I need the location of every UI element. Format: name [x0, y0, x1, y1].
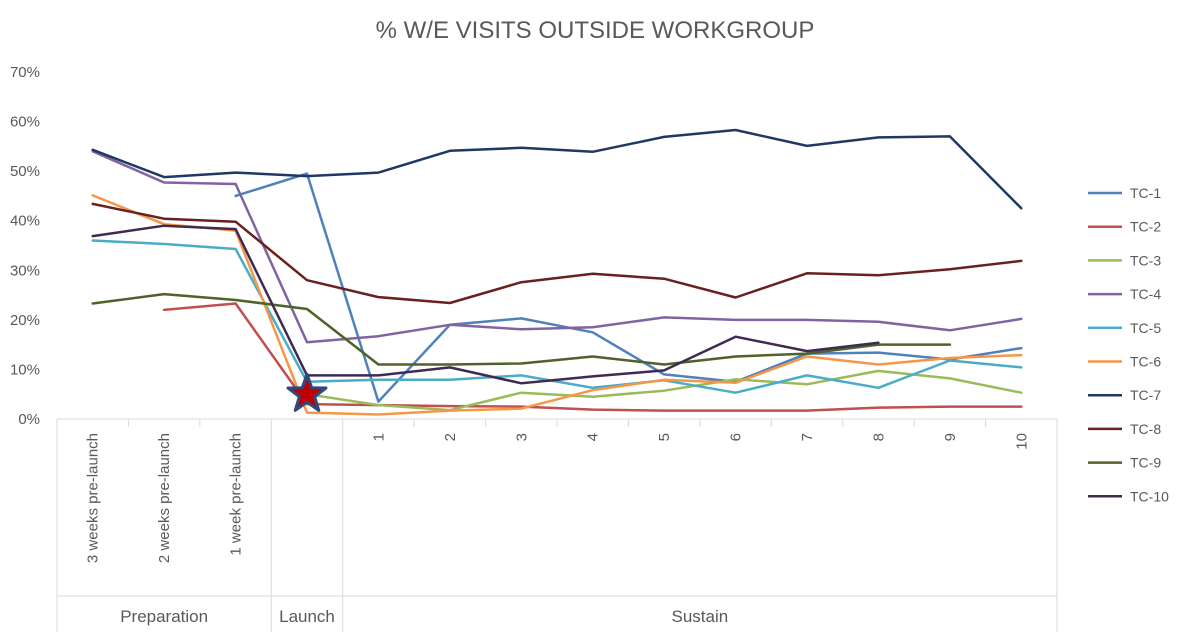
legend-label: TC-5: [1130, 320, 1161, 336]
x-tick-label: 7: [799, 433, 816, 441]
x-tick-label: 4: [585, 433, 602, 441]
legend-item: TC-6: [1088, 354, 1161, 370]
legend-label: TC-8: [1130, 421, 1161, 437]
series-line-tc-6: [91, 194, 1023, 416]
x-group-label: Sustain: [672, 607, 729, 626]
x-tick-label: 2 weeks pre-launch: [156, 433, 173, 563]
y-tick-label: 40%: [10, 213, 40, 230]
x-tick-label: 5: [656, 433, 673, 441]
series-line-tc-3: [305, 369, 1023, 412]
y-tick-label: 10%: [10, 361, 40, 378]
legend-item: TC-7: [1088, 387, 1161, 403]
chart-title: % W/E VISITS OUTSIDE WORKGROUP: [376, 17, 815, 44]
x-tick-label: 9: [942, 433, 959, 441]
legend-item: TC-2: [1088, 219, 1161, 235]
x-tick-label: 2: [442, 433, 459, 441]
x-axis: 3 weeks pre-launch 2 weeks pre-launch 1 we…: [56, 418, 1058, 632]
x-tick-label: 8: [870, 433, 887, 441]
legend-label: TC-2: [1130, 219, 1161, 235]
legend-label: TC-10: [1130, 488, 1169, 504]
series-line-tc-10: [91, 224, 880, 385]
legend-item: TC-1: [1088, 185, 1161, 201]
plot-grid: 0% 10% 20% 30% 40% 50% 60% 70%: [10, 64, 40, 428]
legend-label: TC-3: [1130, 252, 1161, 268]
x-tick-label: 1: [370, 433, 387, 441]
launch-star-icon: [286, 372, 328, 412]
series-line-tc-9: [91, 292, 952, 366]
legend-label: TC-9: [1130, 455, 1161, 471]
x-group-label: Preparation: [120, 607, 208, 626]
x-tick-label: 1 week pre-launch: [228, 433, 245, 556]
y-tick-label: 60%: [10, 114, 40, 131]
legend-item: TC-10: [1088, 488, 1169, 504]
series-line-tc-2: [162, 302, 1023, 412]
legend-item: TC-4: [1088, 286, 1161, 302]
legend-item: TC-8: [1088, 421, 1161, 437]
series-line-tc-8: [91, 202, 1023, 305]
legend-label: TC-6: [1130, 354, 1161, 370]
legend-item: TC-9: [1088, 455, 1161, 471]
y-tick-label: 0%: [18, 411, 40, 428]
series-lines: [91, 128, 1023, 416]
y-tick-label: 50%: [10, 163, 40, 180]
y-tick-label: 20%: [10, 312, 40, 329]
series-line-tc-7: [91, 128, 1023, 210]
x-tick-label: 3: [513, 433, 530, 441]
legend-label: TC-1: [1130, 185, 1161, 201]
x-tick-label: 6: [728, 433, 745, 441]
legend-label: TC-4: [1130, 286, 1161, 302]
x-group-label: Launch: [279, 607, 335, 626]
y-tick-label: 30%: [10, 262, 40, 279]
series-line-tc-5: [91, 239, 1023, 394]
legend-item: TC-5: [1088, 320, 1161, 336]
x-tick-label: 3 weeks pre-launch: [85, 433, 102, 563]
launch-marker: [286, 372, 328, 412]
legend-item: TC-3: [1088, 252, 1161, 268]
series-line-tc-4: [91, 150, 1023, 344]
x-tick-label: 10: [1013, 433, 1030, 450]
legend-label: TC-7: [1130, 387, 1161, 403]
legend: TC-1 TC-2 TC-3 TC-4 TC-5 TC-6 TC-7 TC-8 TC-9 TC-1…: [1088, 185, 1169, 504]
y-tick-label: 70%: [10, 64, 40, 81]
series-line-tc-1: [234, 172, 1023, 403]
